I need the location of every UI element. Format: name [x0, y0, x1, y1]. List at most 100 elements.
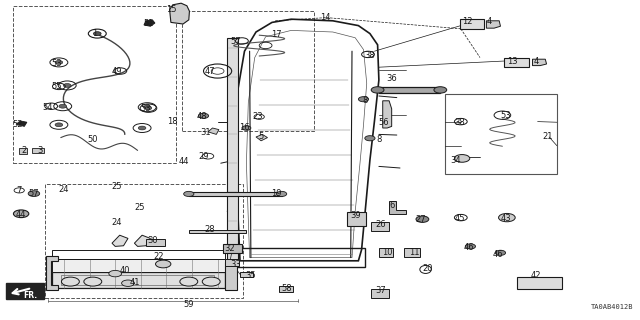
Text: 13: 13	[507, 57, 517, 66]
Polygon shape	[16, 121, 27, 126]
Text: 58: 58	[282, 284, 292, 293]
Text: 44: 44	[15, 210, 26, 219]
Circle shape	[93, 32, 101, 36]
Text: 11: 11	[410, 248, 420, 257]
Bar	[19, 148, 27, 154]
Text: 8: 8	[362, 96, 367, 105]
Text: 53: 53	[51, 60, 61, 68]
Polygon shape	[225, 262, 237, 290]
Text: 36: 36	[387, 74, 397, 83]
Circle shape	[84, 277, 102, 286]
Circle shape	[416, 216, 429, 222]
Text: 5: 5	[259, 132, 264, 141]
Text: 26: 26	[376, 220, 386, 229]
Text: 49: 49	[112, 68, 122, 76]
Text: 4: 4	[487, 17, 492, 26]
Circle shape	[145, 107, 152, 110]
Text: 55: 55	[51, 82, 61, 91]
Text: 4: 4	[534, 57, 539, 66]
Bar	[13, 6, 176, 163]
Text: 10: 10	[382, 248, 392, 257]
Polygon shape	[532, 59, 547, 66]
Text: 1: 1	[92, 29, 97, 38]
Text: 31: 31	[201, 128, 211, 137]
Text: 45: 45	[454, 214, 465, 223]
Text: 59: 59	[184, 300, 194, 309]
Text: 18: 18	[168, 117, 178, 126]
Text: 48: 48	[196, 112, 207, 121]
Circle shape	[495, 250, 506, 255]
Circle shape	[13, 210, 29, 218]
Text: 57: 57	[230, 37, 241, 46]
Polygon shape	[227, 38, 238, 261]
Circle shape	[138, 126, 146, 130]
Text: FR.: FR.	[24, 292, 38, 300]
Text: 52: 52	[13, 120, 23, 129]
Text: 3: 3	[37, 146, 42, 155]
Circle shape	[371, 87, 384, 93]
Polygon shape	[112, 235, 128, 246]
Bar	[225, 259, 239, 266]
Bar	[371, 222, 389, 231]
Bar	[379, 87, 440, 93]
Text: 27: 27	[416, 215, 426, 224]
Circle shape	[358, 97, 369, 102]
Polygon shape	[256, 134, 268, 141]
Bar	[504, 58, 529, 67]
Bar	[52, 259, 225, 272]
Polygon shape	[46, 256, 58, 290]
Bar	[460, 19, 484, 29]
Text: 14: 14	[320, 13, 330, 22]
Text: 42: 42	[531, 271, 541, 280]
Bar	[240, 272, 253, 277]
Polygon shape	[486, 21, 500, 28]
Bar	[379, 248, 393, 257]
Text: 12: 12	[462, 17, 472, 26]
Polygon shape	[134, 235, 150, 246]
Text: 24: 24	[111, 218, 122, 227]
Circle shape	[156, 260, 171, 268]
Bar	[6, 283, 44, 299]
Circle shape	[63, 84, 71, 87]
Bar	[45, 184, 243, 298]
Bar	[189, 230, 246, 233]
Text: 53: 53	[500, 111, 511, 120]
Text: 29: 29	[198, 152, 209, 161]
Polygon shape	[389, 201, 406, 214]
Bar	[52, 250, 225, 259]
Text: 28: 28	[205, 225, 215, 234]
Text: 2: 2	[22, 146, 27, 155]
Text: 39: 39	[350, 212, 360, 220]
Bar	[279, 286, 293, 292]
Circle shape	[202, 277, 220, 286]
Text: 57: 57	[28, 189, 38, 198]
Circle shape	[242, 126, 251, 130]
Text: 40: 40	[120, 266, 130, 275]
Text: 54: 54	[43, 103, 53, 112]
Text: 7: 7	[17, 186, 22, 195]
Text: 25: 25	[134, 203, 145, 212]
Circle shape	[276, 191, 287, 196]
Bar	[223, 244, 242, 253]
Text: 53: 53	[141, 104, 151, 113]
Circle shape	[465, 244, 476, 249]
Text: 19: 19	[271, 189, 282, 198]
Bar	[146, 239, 165, 246]
Circle shape	[180, 277, 198, 286]
Text: 51: 51	[144, 20, 154, 28]
Text: 6: 6	[389, 201, 394, 210]
Text: 47: 47	[205, 68, 215, 76]
Text: 33: 33	[230, 260, 241, 269]
Circle shape	[434, 87, 447, 93]
Text: 38: 38	[454, 118, 465, 127]
Circle shape	[55, 60, 63, 64]
Bar	[189, 192, 282, 196]
Polygon shape	[208, 128, 219, 134]
Text: 46: 46	[493, 250, 503, 259]
Text: 38: 38	[364, 52, 374, 60]
Circle shape	[28, 191, 40, 196]
Polygon shape	[383, 101, 392, 128]
Circle shape	[59, 104, 67, 108]
Bar	[517, 277, 562, 289]
Text: 21: 21	[543, 132, 553, 141]
